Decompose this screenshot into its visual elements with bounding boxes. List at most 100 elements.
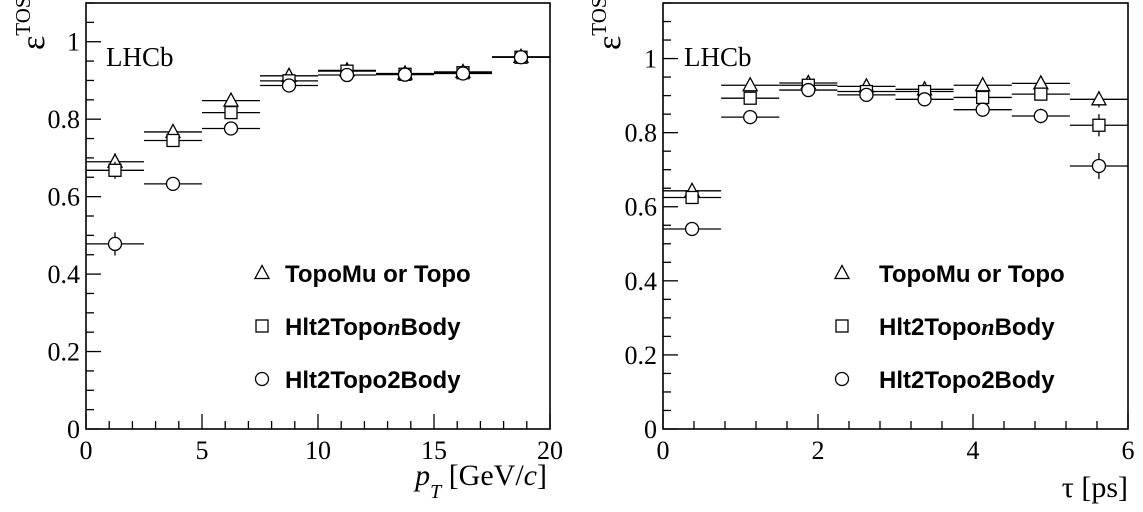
circle-marker	[743, 109, 758, 125]
data-point	[202, 121, 260, 136]
data-point	[260, 78, 318, 93]
data-point	[837, 87, 896, 103]
data-point	[202, 91, 260, 107]
data-point	[434, 66, 492, 81]
y-axis-symbol: ε	[15, 36, 52, 50]
experiment-label: LHCb	[684, 42, 752, 72]
legend-square-icon	[255, 319, 269, 333]
x-axis-title: pT [GeV/c]	[413, 459, 547, 503]
data-marks	[86, 47, 550, 256]
legend-entry-nbody: Hlt2ToponBody	[285, 314, 461, 341]
circle-marker	[859, 87, 874, 103]
plot-frame	[662, 2, 1129, 430]
y-axis-superscript: TOS	[587, 0, 611, 36]
x-tick-label: 6	[1122, 436, 1135, 465]
data-point	[1069, 114, 1128, 137]
circle-marker	[917, 92, 932, 107]
x-tick-label: 10	[305, 436, 331, 465]
x-axis-subscript: T	[430, 481, 443, 503]
triangle-marker	[222, 91, 240, 107]
data-point	[895, 92, 954, 107]
circle-marker	[339, 67, 355, 83]
data-point	[953, 102, 1012, 117]
data-point	[144, 133, 202, 148]
data-point	[721, 109, 780, 125]
y-axis-superscript: TOS	[11, 0, 35, 36]
circle-marker	[801, 82, 816, 98]
y-tick-label: 0.2	[48, 338, 81, 367]
circle-marker	[975, 102, 990, 117]
data-point	[1011, 87, 1070, 101]
data-marks	[663, 74, 1128, 237]
legend-label: Hlt2Topo2Body	[879, 367, 1055, 394]
legend: TopoMu or Topo Hlt2ToponBody Hlt2Topo2Bo…	[285, 261, 471, 394]
legend-entry-topomu: TopoMu or Topo	[285, 261, 471, 288]
data-point	[1069, 90, 1128, 108]
circle-marker	[1091, 158, 1107, 174]
y-tick-label: 0.4	[48, 260, 81, 289]
data-point	[202, 105, 260, 120]
legend-triangle-icon	[253, 264, 271, 280]
data-point	[1069, 153, 1128, 179]
legend-label: TopoMu or Topo	[285, 261, 471, 288]
circle-marker	[107, 236, 123, 252]
square-marker	[685, 190, 699, 205]
x-axis-unit-close: ]	[537, 459, 547, 492]
y-tick-label: 0.2	[625, 341, 658, 370]
chart-panel-tau: 0 2 4 6 0 0.2 0.4 0.6 0.8 1 LHCb εTOS τ [ps] Topo…	[587, 0, 1135, 504]
legend-triangle-icon	[833, 264, 851, 280]
triangle-marker	[1090, 90, 1108, 106]
circle-marker	[223, 121, 239, 136]
legend-circle-icon	[254, 371, 270, 387]
x-tick-label: 5	[196, 436, 209, 465]
square-marker	[1034, 87, 1048, 101]
x-tick-label: 15	[421, 436, 447, 465]
data-point	[86, 161, 144, 179]
legend-entry-nbody: Hlt2ToponBody	[879, 314, 1055, 341]
data-point	[318, 67, 376, 83]
circle-marker	[165, 176, 181, 192]
circle-marker	[1033, 108, 1048, 124]
experiment-label: LHCb	[106, 42, 174, 72]
svg-text:εTOS: εTOS	[11, 0, 52, 50]
x-axis-unit-var: c	[524, 459, 537, 492]
triangle-marker	[1032, 74, 1049, 90]
y-axis-title: εTOS	[587, 0, 628, 50]
y-tick-label: 0.4	[625, 267, 658, 296]
square-marker	[108, 163, 122, 177]
square-marker	[166, 133, 180, 148]
y-tick-label: 0	[644, 415, 657, 444]
y-tick-label: 0.6	[48, 183, 81, 212]
y-tick-label: 0.8	[48, 105, 81, 134]
y-axis-symbol: ε	[591, 36, 628, 50]
circle-marker	[455, 66, 471, 81]
chart-panel-pt: 0 5 10 15 20 0 0.2 0.4 0.6 0.8 1 LHCb εTOS pT [GeV…	[11, 0, 563, 503]
data-point	[663, 221, 722, 237]
data-point	[86, 232, 144, 256]
axis-ticks: 0 2 4 6 0 0.2 0.4 0.6 0.8 1	[625, 2, 1135, 465]
x-axis-symbol: p	[413, 459, 430, 492]
legend-label: Hlt2ToponBody	[285, 314, 461, 341]
legend-label: Hlt2ToponBody	[879, 314, 1055, 341]
x-axis-symbol: τ	[1062, 471, 1074, 504]
y-tick-label: 0.6	[625, 193, 658, 222]
square-marker	[1092, 118, 1106, 132]
x-axis-unit: [ps]	[1074, 471, 1128, 504]
x-tick-label: 20	[537, 436, 563, 465]
legend-circle-icon	[834, 371, 850, 387]
legend-label: TopoMu or Topo	[879, 261, 1065, 288]
x-tick-label: 2	[812, 436, 825, 465]
data-point	[663, 190, 722, 205]
y-tick-label: 1	[644, 45, 657, 74]
y-axis-title: εTOS	[11, 0, 52, 50]
data-point	[953, 76, 1012, 92]
data-point	[1011, 74, 1070, 90]
x-tick-label: 0	[657, 436, 670, 465]
triangle-marker	[974, 76, 991, 92]
axis-ticks: 0 5 10 15 20 0 0.2 0.4 0.6 0.8 1	[48, 2, 563, 465]
data-point	[953, 90, 1012, 105]
y-tick-label: 0	[67, 415, 80, 444]
square-marker	[224, 105, 238, 120]
circle-marker	[281, 78, 297, 93]
